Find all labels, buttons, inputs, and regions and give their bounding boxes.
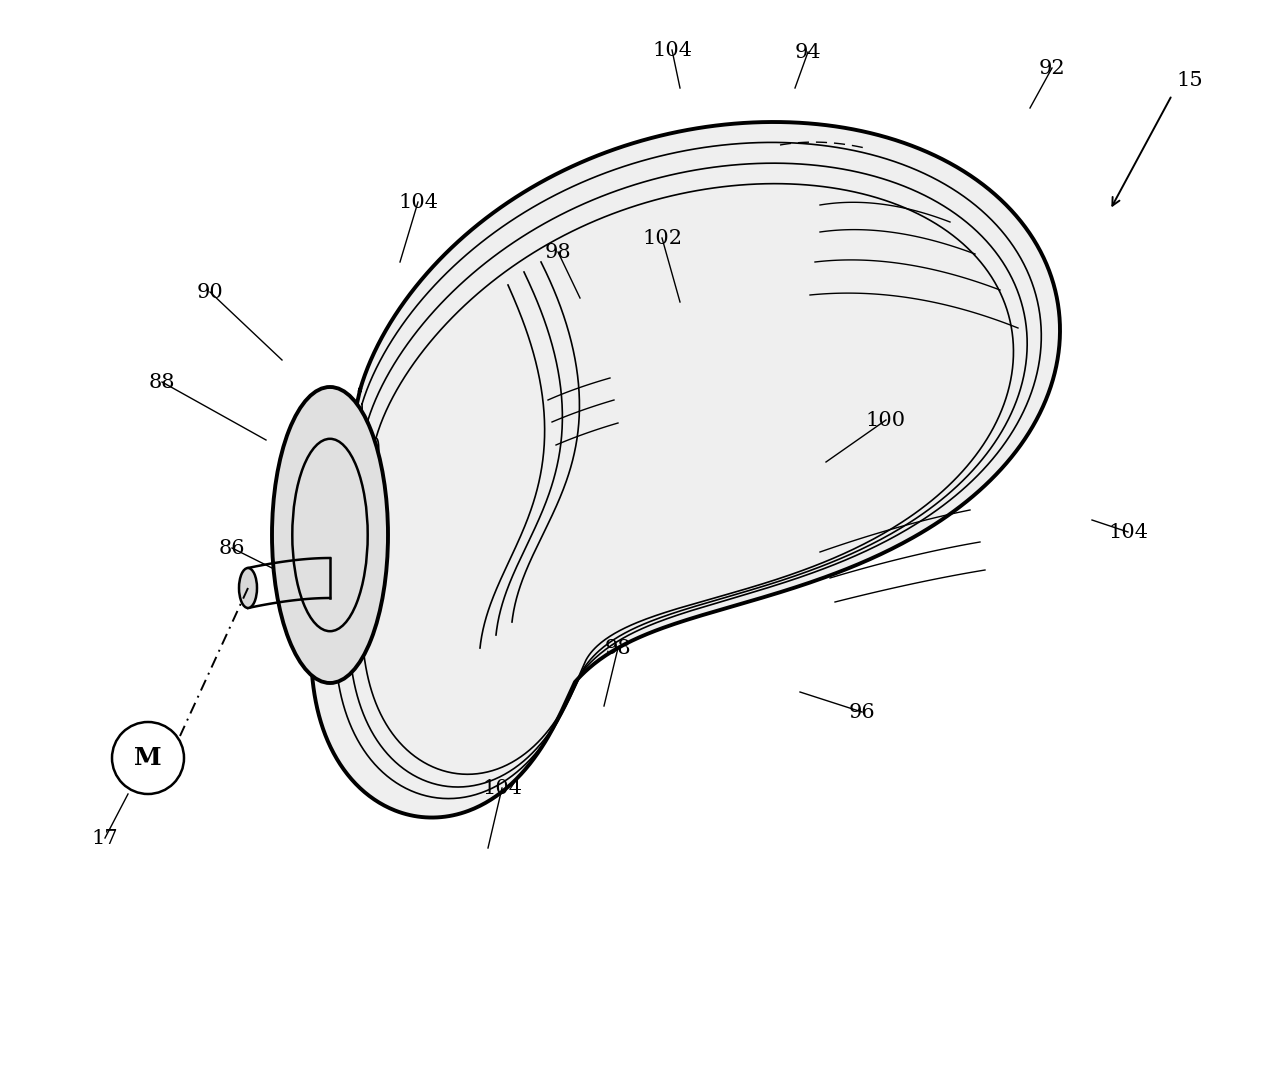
- Text: 104: 104: [652, 41, 692, 59]
- Text: M: M: [134, 746, 162, 770]
- Text: 104: 104: [1108, 522, 1148, 542]
- Text: 86: 86: [218, 538, 245, 558]
- Circle shape: [112, 722, 184, 794]
- Text: 90: 90: [197, 282, 223, 302]
- Text: 88: 88: [149, 373, 175, 392]
- Ellipse shape: [239, 568, 256, 609]
- Text: 104: 104: [398, 193, 438, 211]
- Text: 17: 17: [92, 828, 119, 848]
- Text: 94: 94: [795, 42, 822, 61]
- Text: 96: 96: [849, 702, 875, 722]
- Text: 98: 98: [545, 242, 572, 262]
- Text: 102: 102: [642, 228, 681, 248]
- Text: 104: 104: [482, 779, 522, 797]
- Ellipse shape: [272, 387, 388, 683]
- Text: 98: 98: [605, 639, 632, 657]
- Text: 15: 15: [1176, 70, 1203, 89]
- Polygon shape: [311, 122, 1060, 817]
- Text: 92: 92: [1039, 58, 1065, 78]
- Text: 100: 100: [866, 410, 906, 430]
